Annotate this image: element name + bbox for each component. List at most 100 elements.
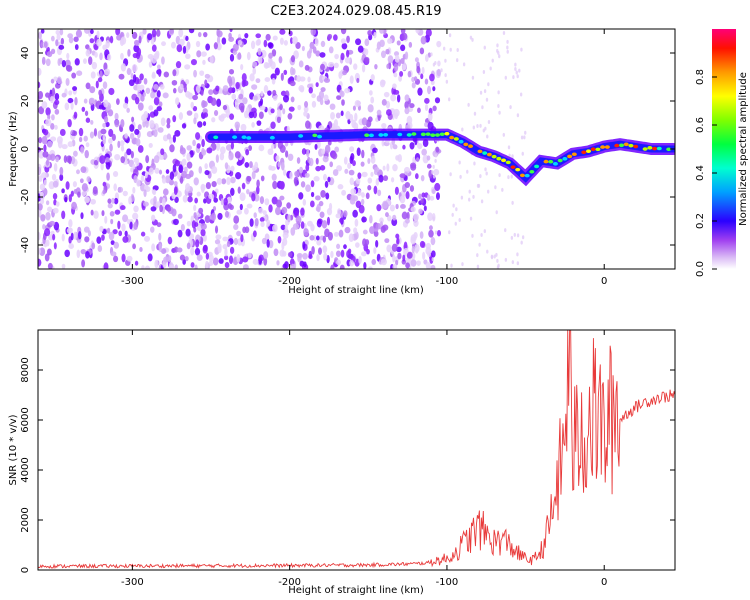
spectrogram-noise-cell [87, 230, 91, 237]
spectrogram-noise-cell [289, 80, 296, 87]
spectrogram-noise-cell [54, 108, 60, 115]
y-tick-label: 4000 [20, 457, 31, 482]
spectrogram-noise-cell [468, 189, 471, 194]
spectrogram-noise-cell [174, 159, 180, 167]
spectrogram-noise-cell [128, 79, 135, 87]
spectrogram-noise-cell [407, 70, 412, 78]
spectrogram-noise-cell [431, 257, 434, 262]
spectrogram-noise-cell [47, 262, 53, 269]
spectrogram-noise-cell [129, 132, 135, 140]
spectrogram-noise-cell [393, 72, 398, 78]
spectrogram-noise-cell [54, 99, 60, 106]
spectrogram-noise-cell [193, 117, 197, 125]
spectrogram-noise-cell [506, 39, 509, 44]
spectrogram-noise-cell [282, 108, 286, 115]
spectrogram-noise-cell [178, 38, 185, 47]
signal-hotspot [439, 132, 445, 137]
spectrogram-noise-cell [427, 251, 431, 258]
spectrogram-noise-cell [190, 59, 197, 66]
spectrogram-noise-cell [303, 111, 308, 117]
spectrogram-noise-cell [491, 58, 494, 63]
spectrogram-noise-cell [380, 79, 386, 86]
signal-hotspot [652, 146, 658, 151]
spectrogram-noise-cell [40, 195, 45, 201]
spectrogram-noise-cell [221, 178, 227, 185]
spectrogram-noise-cell [310, 29, 317, 36]
spectrogram-noise-cell [380, 258, 387, 266]
spectrogram-noise-cell [419, 231, 424, 239]
spectrogram-noise-cell [74, 58, 80, 66]
spectrogram-noise-cell [159, 204, 164, 213]
signal-hotspot [519, 173, 525, 178]
x-tick-label: -300 [121, 577, 144, 588]
spectrogram-noise-cell [166, 123, 171, 129]
spectrogram-noise-cell [310, 223, 315, 232]
spectrogram-noise-cell [361, 171, 368, 178]
spectrogram-noise-cell [348, 169, 355, 176]
spectrogram-noise-cell [178, 112, 184, 120]
spectrogram-noise-cell [143, 110, 149, 119]
spectrogram-noise-cell [122, 214, 129, 223]
spectrogram-noise-cell [54, 92, 60, 101]
spectrogram-noise-cell [467, 102, 470, 107]
spectrogram-noise-cell [369, 90, 373, 96]
spectrogram-noise-cell [257, 47, 262, 56]
spectrogram-noise-cell [151, 158, 155, 167]
spectrogram-noise-cell [120, 36, 127, 45]
spectrogram-noise-cell [344, 87, 351, 94]
spectrogram-noise-cell [450, 263, 453, 268]
spectrogram-noise-cell [104, 68, 111, 76]
spectrogram-noise-cell [416, 65, 421, 74]
spectrogram-noise-cell [159, 84, 165, 90]
spectrogram-noise-cell [301, 148, 307, 155]
spectrogram-noise-cell [271, 77, 276, 85]
spectrogram-noise-cell [211, 117, 216, 123]
signal-hotspot [317, 134, 323, 139]
spectrogram-noise-cell [113, 183, 117, 191]
spectrogram-noise-cell [42, 151, 49, 158]
spectrogram-noise-cell [215, 154, 219, 163]
spectrogram-noise-cell [103, 99, 109, 108]
spectrogram-noise-cell [253, 95, 258, 101]
spectrogram-noise-cell [194, 222, 199, 227]
spectrogram-noise-cell [311, 100, 317, 108]
spectrogram-noise-cell [53, 162, 58, 172]
spectrogram-noise-cell [193, 204, 197, 212]
spectrogram-noise-cell [414, 244, 420, 253]
signal-hotspot [486, 152, 492, 157]
spectrogram-noise-cell [516, 233, 520, 238]
spectrogram-noise-cell [327, 231, 333, 241]
spectrogram-noise-cell [38, 175, 43, 182]
signal-hotspot [368, 133, 374, 138]
spectrogram-noise-cell [106, 53, 112, 61]
signal-hotspot [411, 132, 417, 136]
signal-hotspot [364, 133, 370, 137]
signal-hotspot [666, 147, 672, 152]
spectrogram-noise-cell [300, 221, 305, 229]
signal-hotspot [246, 136, 252, 140]
spectrogram-noise-cell [279, 195, 285, 201]
spectrogram-noise-cell [512, 75, 515, 80]
spectrogram-noise-cell [99, 225, 104, 232]
signal-hotspot [585, 149, 591, 153]
spectrogram-noise-cell [411, 76, 415, 83]
spectrogram-noise-cell [89, 38, 95, 44]
spectrogram-noise-cell [393, 89, 400, 95]
spectrogram-noise-cell [212, 257, 219, 266]
spectrogram-noise-cell [315, 157, 319, 165]
spectrogram-noise-cell [343, 244, 347, 250]
signal-hotspot [562, 157, 568, 161]
spectrogram-noise-cell [61, 263, 66, 269]
spectrogram-noise-cell [39, 247, 46, 257]
spectrogram-noise-cell [238, 93, 244, 100]
spectrogram-noise-cell [409, 142, 415, 150]
spectrogram-noise-cell [96, 30, 100, 39]
spectrogram-noise-cell [472, 125, 476, 130]
spectrogram-noise-cell [436, 230, 442, 237]
spectrogram-noise-cell [489, 66, 492, 71]
signal-hotspot [378, 133, 384, 137]
spectrogram-noise-cell [481, 105, 484, 110]
spectrogram-noise-cell [102, 189, 106, 195]
spectrogram-noise-cell [184, 256, 189, 262]
spectrogram-noise-cell [218, 258, 224, 264]
